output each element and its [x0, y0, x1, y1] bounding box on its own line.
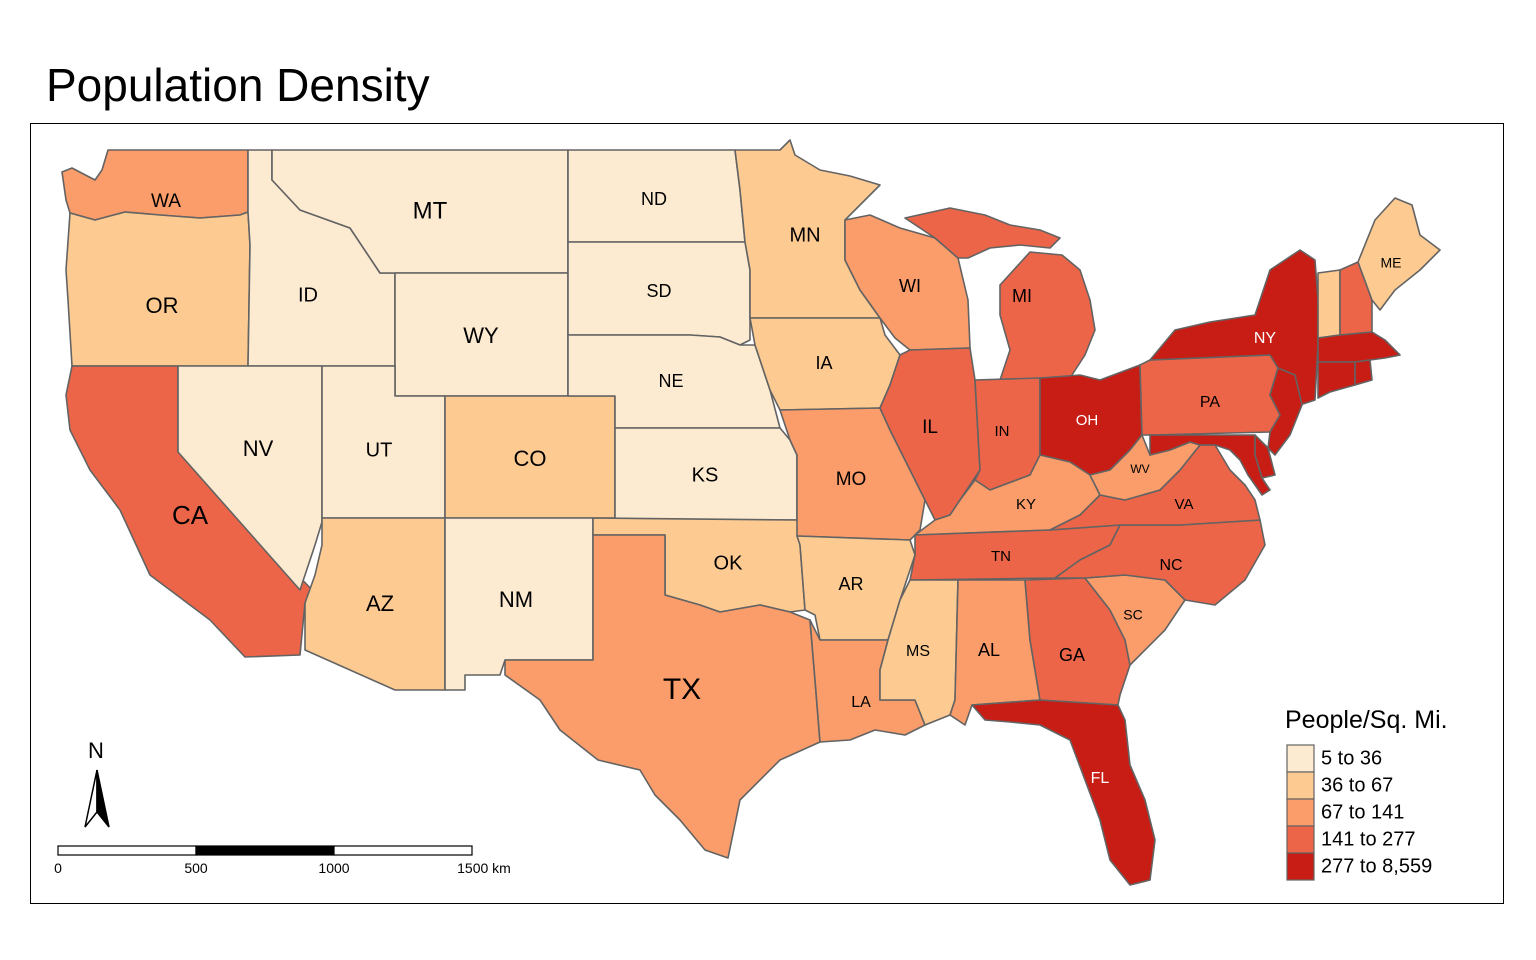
legend-swatch-4	[1286, 825, 1315, 854]
state-label-UT: UT	[366, 439, 393, 461]
state-label-OH: OH	[1076, 412, 1099, 429]
legend-swatch-3	[1286, 798, 1315, 827]
state-MA[interactable]	[1317, 331, 1401, 363]
north-arrow-label: N	[88, 738, 104, 763]
state-label-NY: NY	[1254, 330, 1277, 347]
state-MD[interactable]	[1149, 434, 1271, 496]
state-label-TX: TX	[663, 673, 701, 706]
state-label-LA: LA	[851, 694, 871, 711]
map-title: Population Density	[46, 59, 430, 111]
states-layer	[61, 139, 1441, 886]
state-CT[interactable]	[1317, 361, 1356, 399]
state-NC[interactable]	[1054, 519, 1266, 606]
state-label-NM: NM	[499, 587, 533, 612]
state-label-OR: OR	[146, 293, 179, 318]
legend-swatch-5	[1286, 852, 1315, 881]
legend-label-4: 141 to 277	[1321, 828, 1416, 850]
legend-label-3: 67 to 141	[1321, 801, 1404, 823]
state-label-AL: AL	[978, 640, 1000, 660]
scale-label-1000: 1000	[318, 860, 349, 876]
state-label-CA: CA	[172, 500, 209, 530]
state-label-FL: FL	[1091, 770, 1110, 787]
state-label-KY: KY	[1016, 496, 1036, 513]
state-label-MN: MN	[789, 224, 820, 246]
state-label-AR: AR	[838, 574, 863, 594]
state-TX[interactable]	[504, 534, 821, 859]
state-label-GA: GA	[1059, 645, 1085, 665]
scale-label-1500: 1500 km	[457, 860, 511, 876]
state-label-WI: WI	[899, 276, 921, 296]
state-label-TN: TN	[991, 548, 1011, 565]
legend-swatch-2	[1286, 771, 1315, 800]
state-label-NE: NE	[658, 371, 683, 391]
state-FL[interactable]	[971, 699, 1156, 886]
state-label-NC: NC	[1159, 557, 1182, 574]
state-label-MT: MT	[413, 197, 448, 224]
state-NJ[interactable]	[1267, 367, 1303, 456]
state-label-AZ: AZ	[366, 591, 394, 616]
scale-label-0: 0	[54, 860, 62, 876]
state-RI[interactable]	[1354, 359, 1373, 386]
scale-label-500: 500	[184, 860, 208, 876]
state-label-CO: CO	[514, 446, 547, 471]
scale-seg-3	[333, 845, 473, 856]
state-label-ND: ND	[641, 189, 667, 209]
scale-bar: 0 500 1000 1500 km	[54, 845, 511, 876]
scale-seg-2	[195, 845, 335, 856]
state-VT[interactable]	[1317, 269, 1341, 339]
map-frame	[30, 123, 1504, 904]
scale-seg-1	[57, 845, 197, 856]
state-label-OK: OK	[714, 552, 744, 574]
legend-title: People/Sq. Mi.	[1285, 706, 1448, 734]
state-label-SD: SD	[646, 281, 671, 301]
state-label-MI: MI	[1012, 286, 1032, 306]
state-label-ID: ID	[298, 284, 318, 306]
state-OR[interactable]	[65, 211, 251, 367]
state-label-MO: MO	[836, 469, 867, 490]
state-label-SC: SC	[1123, 607, 1142, 623]
north-arrow-icon-dark	[96, 769, 110, 828]
legend-swatch-1	[1286, 744, 1315, 773]
legend-label-5: 277 to 8,559	[1321, 855, 1432, 877]
state-label-VA: VA	[1175, 496, 1194, 513]
north-arrow: N	[84, 738, 110, 828]
state-label-ME: ME	[1381, 255, 1402, 271]
legend: People/Sq. Mi. 5 to 36 36 to 67 67 to 141 1…	[1285, 706, 1448, 881]
state-label-IN: IN	[995, 423, 1010, 440]
state-label-MS: MS	[906, 643, 930, 660]
north-arrow-icon	[84, 769, 98, 828]
legend-label-1: 5 to 36	[1321, 747, 1382, 769]
state-label-IL: IL	[922, 417, 938, 438]
legend-label-2: 36 to 67	[1321, 774, 1393, 796]
state-label-WA: WA	[151, 191, 181, 212]
state-label-KS: KS	[692, 464, 719, 486]
state-label-NV: NV	[243, 436, 274, 461]
state-labels: WA OR CA ID NV MT WY UT AZ CO NM ND SD N…	[146, 189, 1402, 787]
state-label-WY: WY	[463, 323, 499, 348]
state-label-WV: WV	[1130, 462, 1149, 476]
state-label-IA: IA	[815, 353, 832, 373]
state-label-PA: PA	[1200, 394, 1220, 411]
state-ME[interactable]	[1357, 197, 1441, 311]
state-MI[interactable]	[904, 207, 1096, 381]
